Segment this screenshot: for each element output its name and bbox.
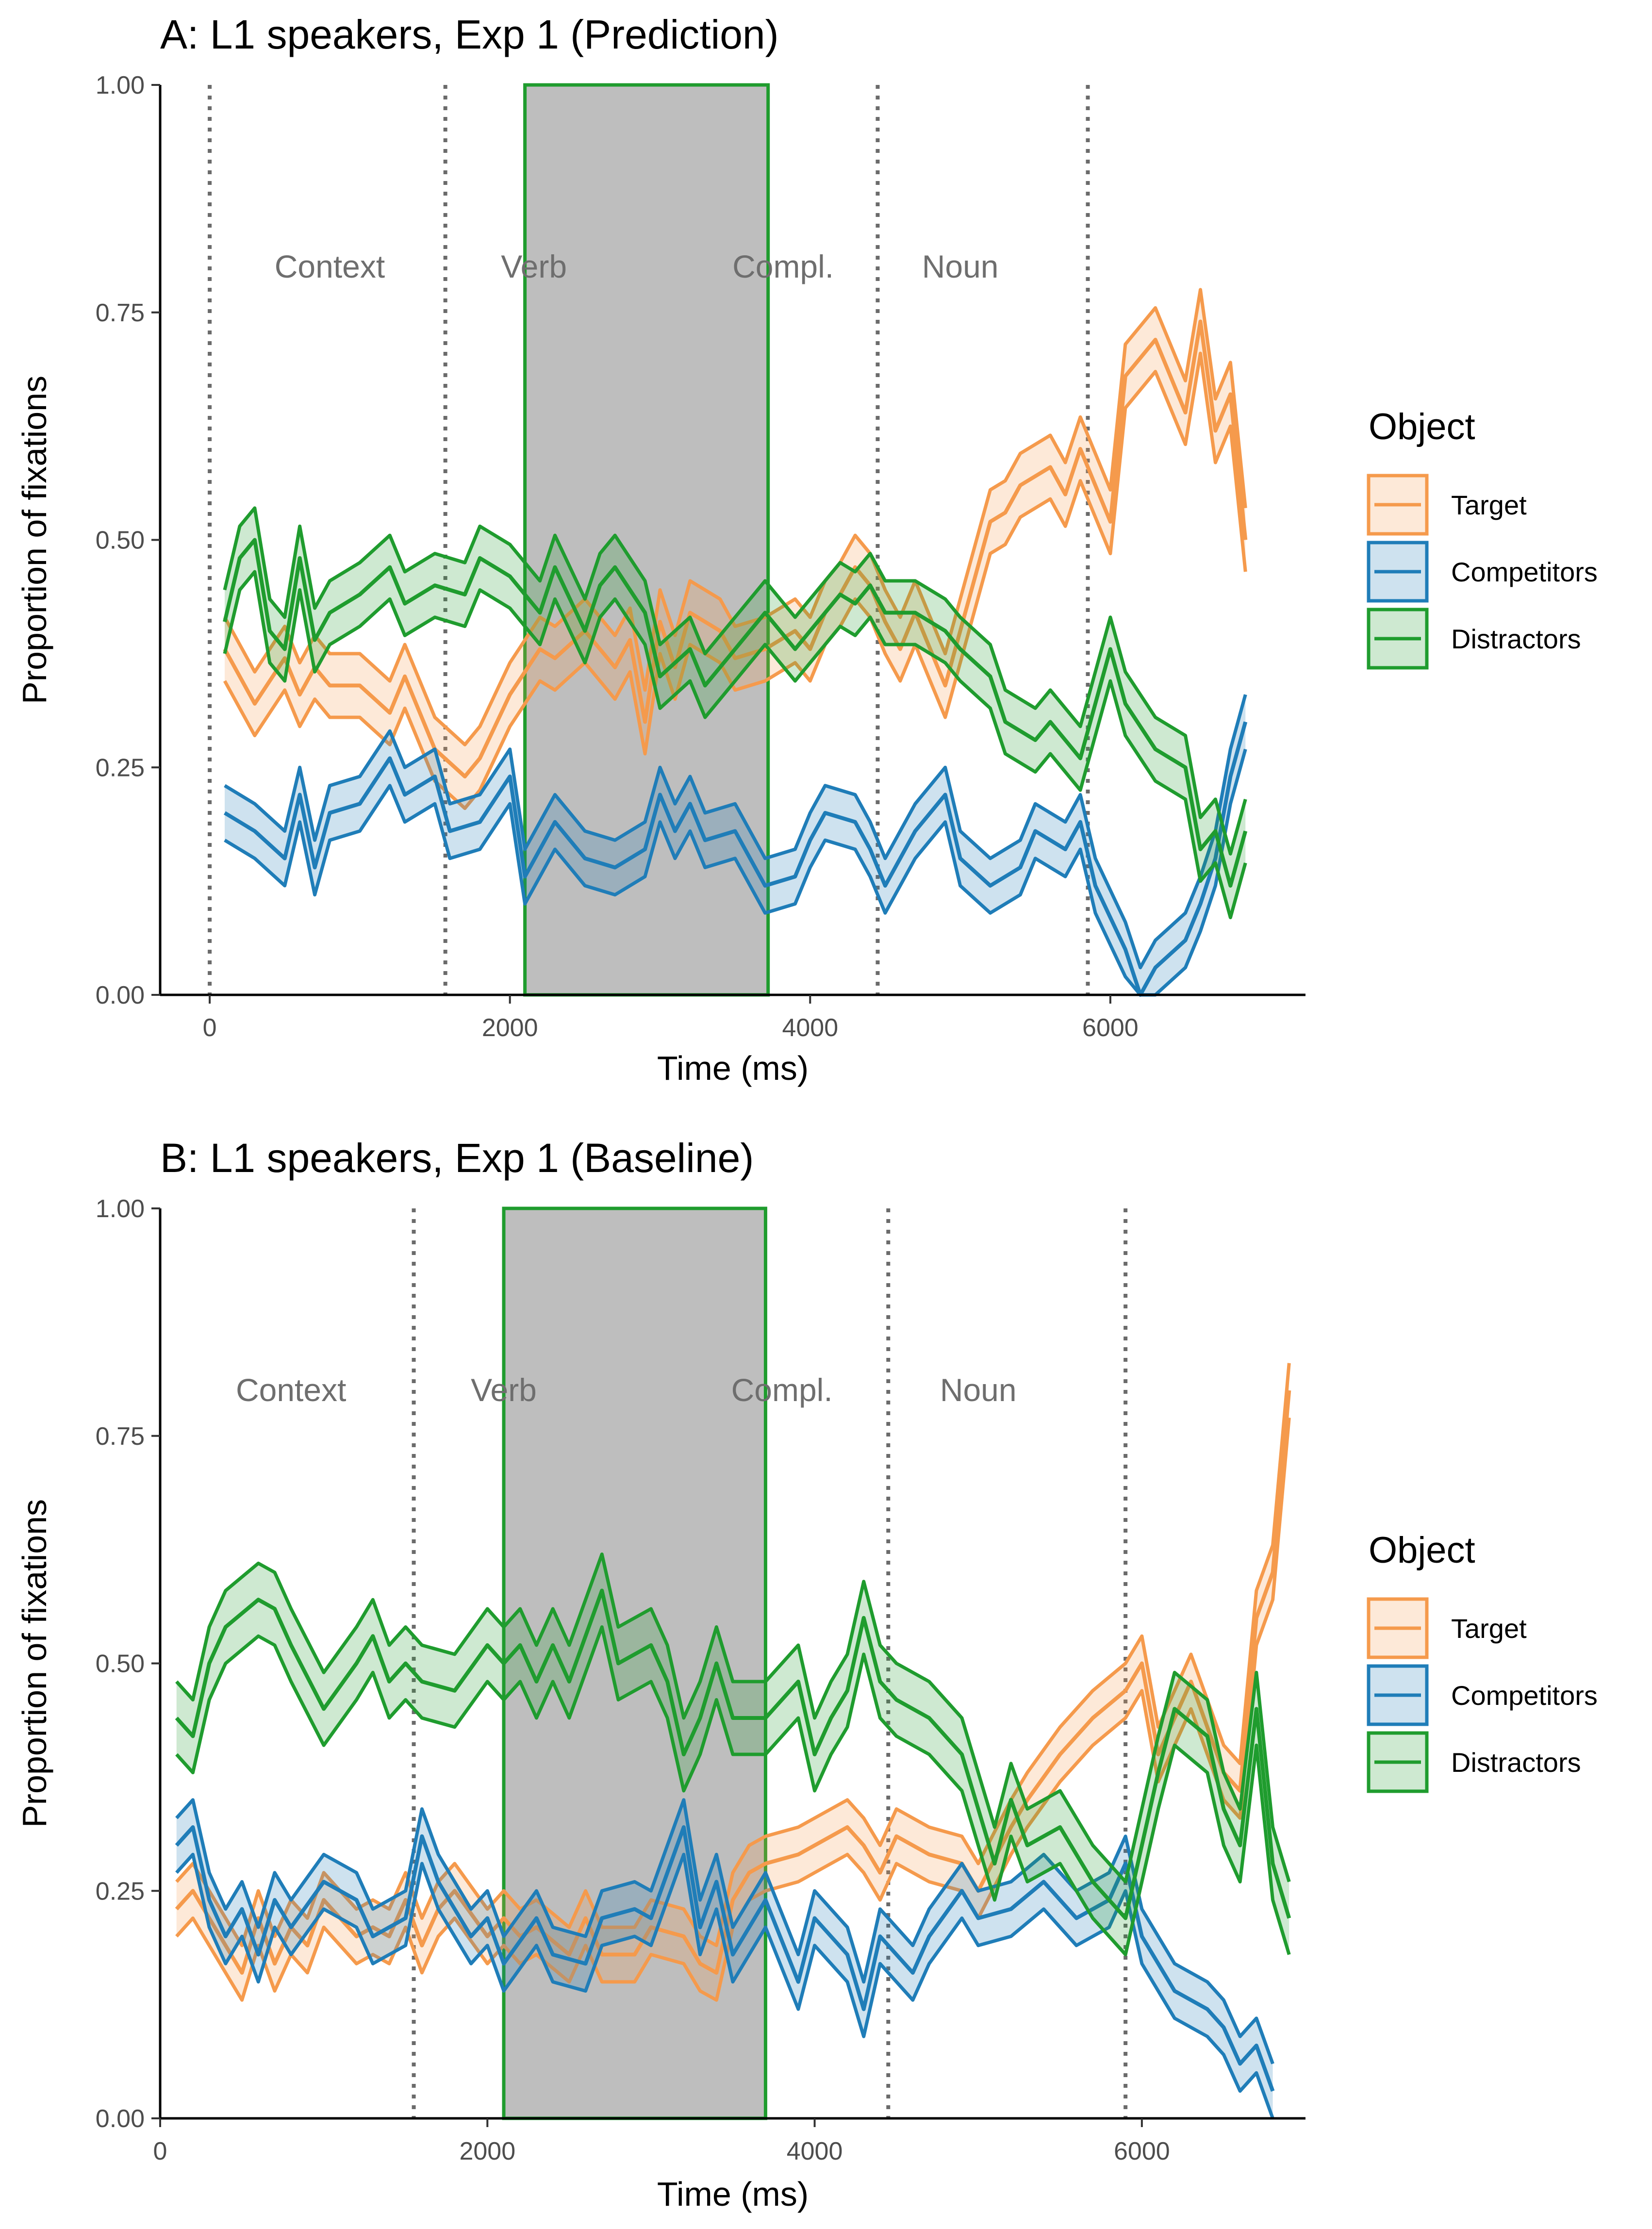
- y-tick-label: 0.25: [96, 754, 145, 782]
- chart-title: A: L1 speakers, Exp 1 (Prediction): [160, 12, 779, 57]
- y-axis-title: Proportion of fixations: [16, 1499, 53, 1828]
- distractors-mean-line: [223, 538, 1248, 888]
- competitors-upper-ci-line: [175, 1798, 1274, 2064]
- region-label-context: Context: [275, 248, 385, 284]
- region-label-noun: Noun: [940, 1372, 1017, 1408]
- x-tick-label: 6000: [1082, 1014, 1139, 1042]
- region-label-verb: Verb: [501, 248, 567, 284]
- x-axis-title: Time (ms): [657, 2175, 809, 2213]
- legend-label-distractors: Distractors: [1451, 624, 1581, 654]
- competitors-lower-ci-line: [175, 1852, 1274, 2119]
- target-upper-ci-line: [223, 288, 1247, 746]
- legend-label-competitors: Competitors: [1451, 557, 1598, 587]
- distractors-lower-ci-line: [175, 1625, 1291, 1956]
- region-label-compl: Compl.: [732, 248, 834, 284]
- distractors-upper-ci-line: [175, 1552, 1291, 1883]
- y-tick-label: 1.00: [96, 1195, 145, 1223]
- legend: Object Target Competitors Distractors: [1367, 406, 1598, 670]
- y-axis-title: Proportion of fixations: [16, 376, 53, 704]
- x-tick-label: 2000: [482, 1014, 538, 1042]
- target-mean-line: [175, 1390, 1291, 1975]
- competitors-ribbon: [176, 1800, 1273, 2118]
- legend-item-target: Target: [1367, 1597, 1527, 1659]
- y-tick-label: 0.50: [96, 1650, 145, 1678]
- y-tick-label: 1.00: [96, 71, 145, 99]
- distractors-lower-ci-line: [223, 570, 1247, 920]
- competitors-ribbon: [225, 694, 1246, 995]
- legend-label-distractors: Distractors: [1451, 1747, 1581, 1778]
- target-upper-ci-line: [175, 1363, 1291, 1948]
- target-lower-ci-line: [175, 1417, 1291, 2002]
- target-lower-ci-line: [223, 351, 1247, 810]
- region-label-context: Context: [236, 1372, 346, 1408]
- target-ribbon: [225, 289, 1246, 809]
- region-label-verb: Verb: [471, 1372, 537, 1408]
- legend: Object Target Competitors Distractors: [1367, 1530, 1598, 1793]
- legend-title: Object: [1369, 406, 1475, 447]
- chart-title: B: L1 speakers, Exp 1 (Baseline): [160, 1135, 754, 1181]
- legend-item-target: Target: [1367, 474, 1527, 536]
- distractors-mean-line: [175, 1588, 1291, 1920]
- legend-item-competitors: Competitors: [1367, 541, 1598, 603]
- x-axis-title: Time (ms): [657, 1049, 809, 1087]
- y-tick-label: 0.75: [96, 1422, 145, 1451]
- legend-label-target: Target: [1451, 490, 1527, 520]
- distractors-upper-ci-line: [223, 506, 1247, 856]
- competitors-lower-ci-line: [224, 748, 1247, 997]
- y-tick-label: 0.50: [96, 527, 145, 555]
- competitors-mean-line: [223, 721, 1248, 997]
- legend-title: Object: [1369, 1530, 1475, 1571]
- legend-item-distractors: Distractors: [1367, 608, 1581, 670]
- legend-item-competitors: Competitors: [1367, 1664, 1598, 1726]
- x-tick-label: 4000: [782, 1014, 838, 1042]
- y-tick-label: 0.25: [96, 1877, 145, 1905]
- x-tick-label: 4000: [787, 2137, 843, 2165]
- legend-label-target: Target: [1451, 1613, 1527, 1644]
- y-tick-label: 0.00: [96, 981, 145, 1009]
- x-tick-label: 0: [203, 1014, 217, 1042]
- region-label-noun: Noun: [922, 248, 999, 284]
- target-mean-line: [223, 319, 1248, 778]
- x-tick-label: 2000: [459, 2137, 515, 2165]
- legend-item-distractors: Distractors: [1367, 1731, 1581, 1793]
- x-tick-label: 0: [153, 2137, 167, 2165]
- x-tick-label: 6000: [1114, 2137, 1170, 2165]
- panel-b: B: L1 speakers, Exp 1 (Baseline) Context V…: [16, 1135, 1598, 2213]
- competitors-upper-ci-line: [224, 694, 1247, 970]
- region-label-compl: Compl.: [731, 1372, 833, 1408]
- y-tick-label: 0.75: [96, 299, 145, 327]
- distractors-ribbon: [225, 508, 1246, 918]
- panel-a: A: L1 speakers, Exp 1 (Prediction) Contex…: [16, 12, 1598, 1087]
- legend-label-competitors: Competitors: [1451, 1680, 1598, 1711]
- y-tick-label: 0.00: [96, 2105, 145, 2133]
